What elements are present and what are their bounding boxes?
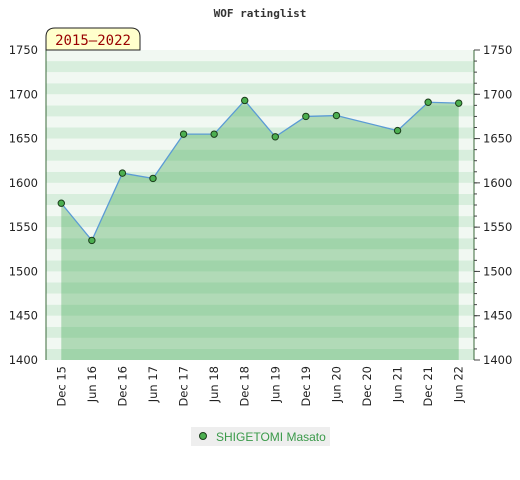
data-point[interactable] xyxy=(118,169,127,177)
y-tick-label-right: 1550 xyxy=(483,220,512,234)
background-band xyxy=(46,249,474,261)
period-badge-shape xyxy=(45,27,141,51)
x-tick-label: Jun 20 xyxy=(329,366,343,403)
background-band xyxy=(46,127,474,139)
background-band xyxy=(46,348,474,360)
x-tick-label: Dec 19 xyxy=(299,366,313,407)
x-tick-label: Jun 16 xyxy=(85,366,99,403)
background-bands xyxy=(46,50,474,360)
background-band xyxy=(46,171,474,183)
legend-label: SHIGETOMI Masato xyxy=(216,430,326,444)
background-band xyxy=(46,326,474,338)
y-tick-label-right: 1400 xyxy=(483,353,512,367)
y-tick-label-left: 1500 xyxy=(9,264,38,278)
background-band xyxy=(46,116,474,128)
background-band xyxy=(46,83,474,95)
y-tick-label-right: 1750 xyxy=(483,43,512,57)
data-point[interactable] xyxy=(241,96,249,105)
background-band xyxy=(46,50,474,62)
background-band xyxy=(46,160,474,172)
data-point[interactable] xyxy=(88,236,96,245)
x-tick-label: Dec 17 xyxy=(177,366,191,407)
background-band xyxy=(46,315,474,327)
x-tick-label: Dec 15 xyxy=(54,366,68,407)
data-points xyxy=(57,96,463,245)
period-badge: 2015–2022 xyxy=(45,27,141,51)
x-tick-label: Jun 18 xyxy=(207,366,221,403)
x-tick-label: Dec 18 xyxy=(238,366,252,407)
data-point[interactable] xyxy=(332,111,341,120)
data-point[interactable] xyxy=(210,130,218,138)
background-band xyxy=(46,105,474,117)
data-point[interactable] xyxy=(424,98,432,106)
background-band xyxy=(46,94,474,106)
data-point[interactable] xyxy=(149,174,157,183)
data-point[interactable] xyxy=(455,99,463,107)
background-band xyxy=(46,72,474,84)
background-band xyxy=(46,304,474,316)
legend[interactable]: SHIGETOMI Masato xyxy=(191,427,330,446)
background-band xyxy=(46,205,474,217)
background-band xyxy=(46,260,474,272)
y-tick-label-left: 1750 xyxy=(9,43,38,57)
y-tick-label-left: 1550 xyxy=(9,220,38,234)
background-band xyxy=(46,138,474,150)
data-point[interactable] xyxy=(57,199,65,207)
data-point[interactable] xyxy=(179,130,188,138)
background-band xyxy=(46,238,474,250)
background-band xyxy=(46,271,474,283)
x-tick-label: Dec 20 xyxy=(360,366,374,407)
data-point[interactable] xyxy=(302,112,310,121)
legend-marker xyxy=(199,432,207,440)
background-band xyxy=(46,293,474,305)
y-tick-label-left: 1700 xyxy=(9,87,38,101)
period-badge-label: 2015–2022 xyxy=(55,33,131,49)
background-band xyxy=(46,182,474,194)
area-layer xyxy=(61,100,459,360)
y-tick-label-left: 1650 xyxy=(9,132,38,146)
x-tick-label: Jun 17 xyxy=(146,366,160,403)
y-tick-label-right: 1600 xyxy=(483,176,512,190)
legend-box xyxy=(191,427,330,446)
y-tick-label-right: 1500 xyxy=(483,264,512,278)
x-tick-label: Jun 22 xyxy=(452,366,466,403)
x-tick-label: Dec 21 xyxy=(421,366,435,407)
background-band xyxy=(46,216,474,228)
background-band xyxy=(46,193,474,205)
y-tick-label-left: 1450 xyxy=(9,309,38,323)
background-band xyxy=(46,282,474,294)
axes: 1400 1400 1450 1450 1500 1500 1550 1550 1600 1600… xyxy=(9,43,513,407)
background-band xyxy=(46,227,474,239)
y-tick-label-left: 1600 xyxy=(9,176,38,190)
y-tick-label-left: 1400 xyxy=(9,353,38,367)
background-band xyxy=(46,337,474,349)
series-area xyxy=(61,100,459,360)
x-tick-label: Jun 21 xyxy=(391,366,405,403)
y-tick-label-right: 1450 xyxy=(483,309,512,323)
x-tick-label: Jun 19 xyxy=(268,366,282,403)
y-tick-label-right: 1700 xyxy=(483,87,512,101)
x-tick-label: Dec 16 xyxy=(115,366,129,407)
data-point[interactable] xyxy=(271,133,279,141)
chart-title: WOF ratinglist xyxy=(214,7,307,20)
data-point[interactable] xyxy=(393,126,402,135)
background-band xyxy=(46,149,474,161)
background-band xyxy=(46,61,474,73)
y-tick-label-right: 1650 xyxy=(483,132,512,146)
